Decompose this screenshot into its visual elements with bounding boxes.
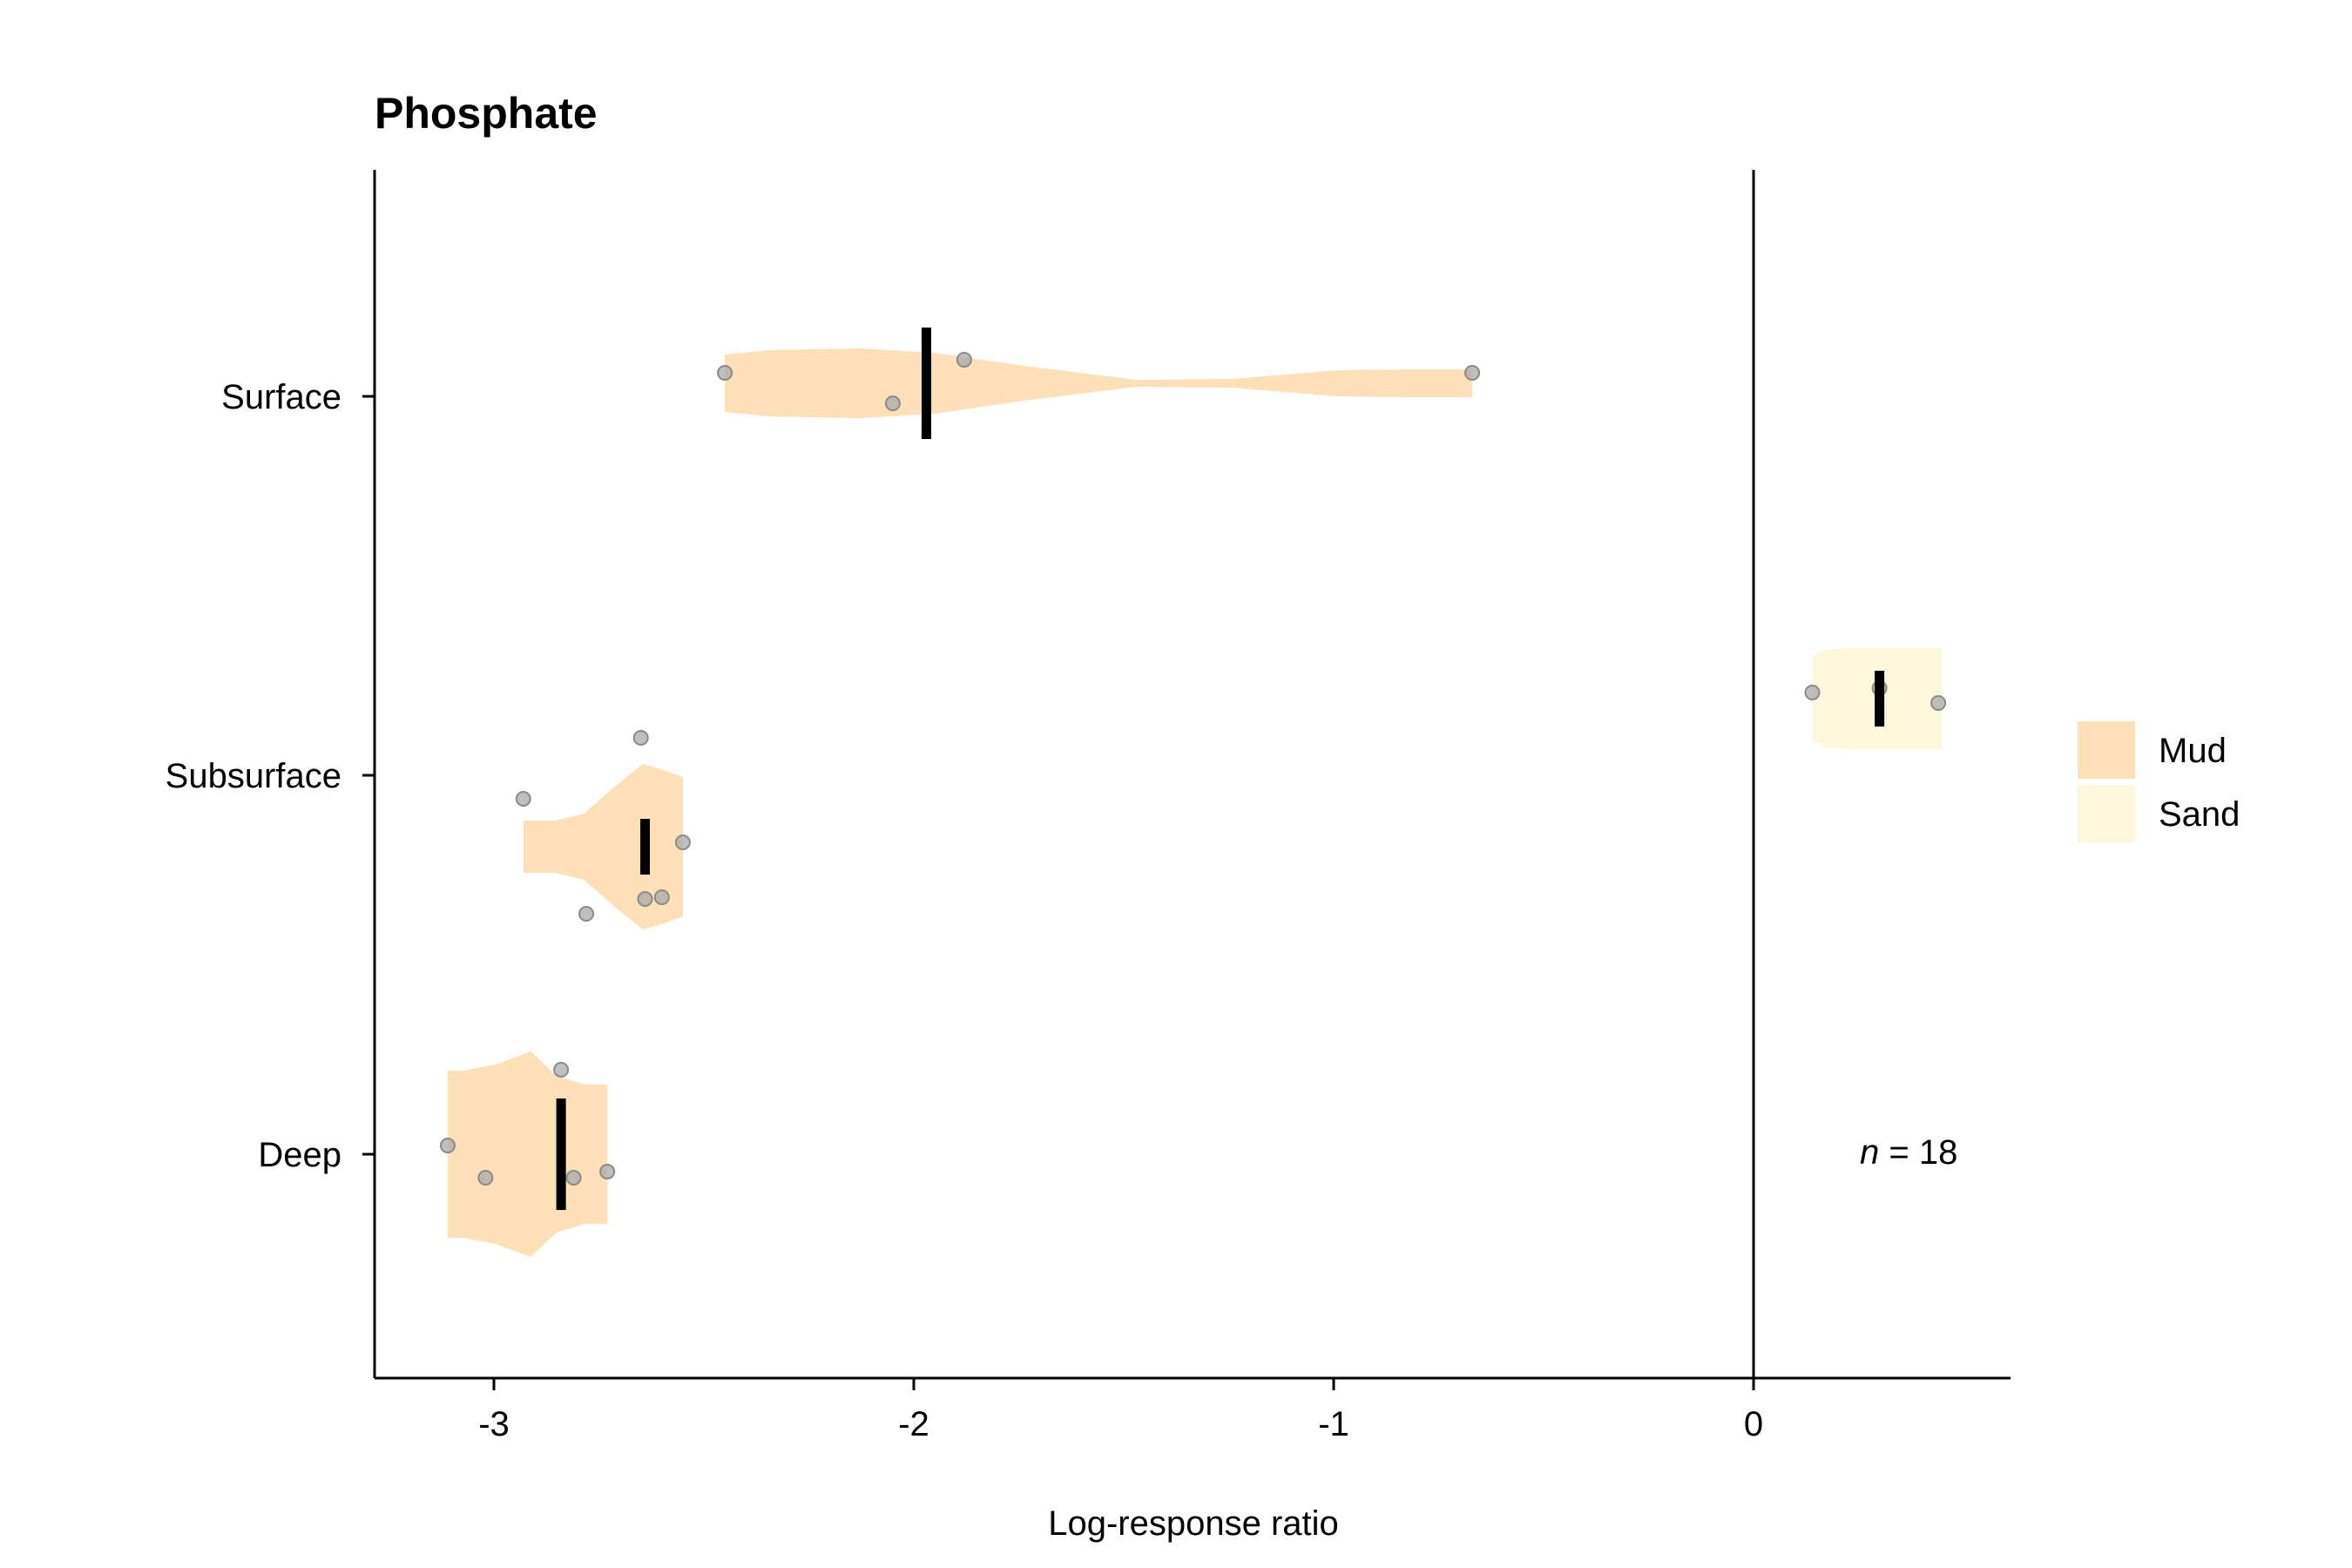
sample-size-value: = 18 [1879, 1133, 1957, 1172]
data-point-deep-mud-4 [565, 1170, 582, 1186]
data-point-deep-mud-5 [599, 1164, 616, 1179]
data-point-subsurface-mud-3 [632, 730, 649, 746]
legend: Mud Sand [2078, 721, 2240, 842]
data-point-surface-mud-1 [717, 365, 733, 381]
y-tick-label-deep: Deep [258, 1136, 341, 1174]
x-tick-label: -3 [478, 1405, 510, 1443]
sample-size-n: n [1860, 1133, 1879, 1172]
data-point-subsurface-sand-3 [1930, 695, 1947, 711]
sample-size-annotation: n = 18 [1860, 1133, 1957, 1172]
legend-swatch-sand [2078, 785, 2135, 842]
violin-subsurface-mud [523, 764, 683, 929]
data-point-deep-mud-3 [553, 1062, 570, 1078]
y-axis-ticks: Surface Subsurface Deep [166, 378, 375, 1174]
violin-deep-mud [447, 1051, 608, 1257]
data-point-subsurface-mud-5 [653, 889, 670, 905]
x-tick-label: 0 [1744, 1405, 1763, 1443]
data-point-deep-mud-2 [477, 1170, 494, 1186]
violin-surface-mud [725, 348, 1473, 418]
data-point-surface-mud-4 [1464, 365, 1481, 381]
data-point-surface-mud-3 [956, 352, 972, 368]
legend-label-sand: Sand [2159, 795, 2240, 834]
plot-area [439, 170, 1947, 1378]
data-point-subsurface-mud-6 [674, 835, 691, 850]
legend-swatch-mud [2078, 721, 2135, 779]
data-point-surface-mud-2 [884, 395, 901, 411]
x-tick-label: -2 [898, 1405, 929, 1443]
data-point-subsurface-mud-1 [515, 791, 531, 807]
y-tick-label-surface: Surface [221, 378, 341, 416]
chart-title: Phosphate [375, 89, 598, 138]
x-tick-label: -1 [1318, 1405, 1349, 1443]
x-axis-ticks: -3 -2 -1 0 [478, 1378, 1763, 1443]
legend-label-mud: Mud [2159, 732, 2227, 770]
y-tick-label-subsurface: Subsurface [166, 757, 341, 795]
data-point-subsurface-mud-2 [578, 906, 595, 922]
data-point-subsurface-mud-4 [637, 891, 653, 907]
data-point-deep-mud-1 [439, 1138, 456, 1153]
x-axis-label: Log-response ratio [1048, 1504, 1339, 1543]
data-point-subsurface-sand-1 [1804, 685, 1821, 700]
